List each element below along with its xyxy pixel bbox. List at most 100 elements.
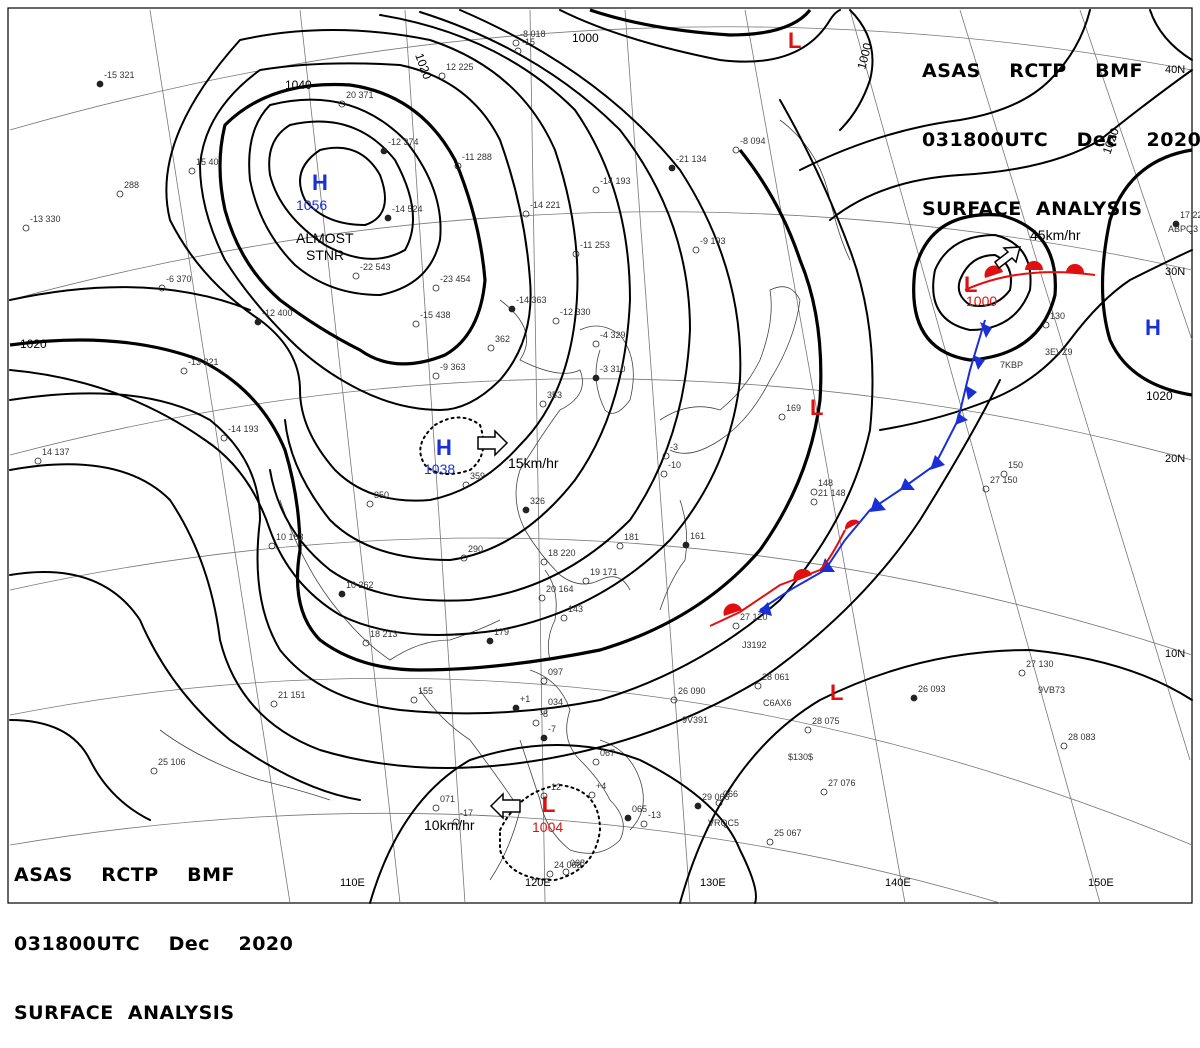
station-model-icon — [338, 100, 346, 108]
station-model-icon — [668, 164, 676, 172]
station-report: 350 — [374, 490, 389, 500]
station-report: 353 — [547, 390, 562, 400]
isobar-label: 1040 — [285, 78, 312, 92]
station-model-icon — [338, 590, 346, 598]
station-report: 28 075 — [812, 716, 840, 726]
station-report: 143 — [568, 604, 583, 614]
ship-id: 3EVZ9 — [1045, 347, 1073, 357]
station-report: 150 — [1008, 460, 1023, 470]
ship-id: VRQC5 — [708, 818, 739, 828]
station-report: -12 — [548, 782, 561, 792]
station-model-icon — [254, 318, 262, 326]
station-model-icon — [532, 719, 540, 727]
low-letter-south: L — [830, 680, 843, 705]
station-model-icon — [512, 39, 520, 47]
ship-id: C6AX6 — [763, 698, 792, 708]
station-report: 067 — [600, 748, 615, 758]
station-report: 18 220 — [548, 548, 576, 558]
lon-label: 120E — [525, 877, 551, 889]
station-report: +1 — [520, 694, 530, 704]
station-report: 148 — [818, 478, 833, 488]
station-report: -3 310 — [600, 364, 626, 374]
station-report: 068 — [570, 858, 585, 868]
station-report: -6 370 — [166, 274, 192, 284]
motion-speed: 15km/hr — [508, 455, 559, 471]
station-model-icon — [410, 696, 418, 704]
station-report: 27 150 — [990, 475, 1018, 485]
station-report: 17 220 — [1180, 210, 1200, 220]
station-report: -23 454 — [440, 274, 471, 284]
station-model-icon — [715, 799, 723, 807]
high-letter-east: H — [1145, 315, 1161, 340]
station-report: -3 — [670, 442, 678, 452]
station-report: 21 151 — [278, 690, 306, 700]
station-model-icon — [910, 694, 918, 702]
station-model-icon — [754, 682, 762, 690]
isobar-label: 1000 — [572, 31, 599, 45]
high-letter: H — [436, 435, 452, 460]
motion-arrow-icon — [477, 429, 509, 457]
station-report: 071 — [440, 794, 455, 804]
header-line-1: ASAS RCTP BMF — [14, 864, 236, 886]
station-model-icon — [438, 72, 446, 80]
station-model-icon — [454, 162, 462, 170]
station-model-icon — [362, 639, 370, 647]
isobar-1020-main — [9, 149, 823, 672]
station-model-icon — [810, 488, 818, 496]
station-model-icon — [546, 870, 554, 878]
station-model-icon — [270, 700, 278, 708]
station-report: 359 — [470, 471, 485, 481]
station-report: 155 — [418, 686, 433, 696]
station-report: -7 — [548, 724, 556, 734]
station-report: -14 363 — [516, 295, 547, 305]
high-letter: H — [312, 170, 328, 195]
surface-analysis-map: H 1056 ALMOST STNR H 1038 15km/hr L 1004… — [7, 7, 1200, 904]
station-model-icon — [538, 594, 546, 602]
station-model-icon — [432, 284, 440, 292]
station-report: 290 — [468, 544, 483, 554]
station-report: -15 438 — [420, 310, 451, 320]
station-model-icon — [670, 696, 678, 704]
station-model-icon — [582, 577, 590, 585]
station-report: 27 130 — [1026, 659, 1054, 669]
graticule-labels: 40N 30N 20N 10N 110E 120E 130E 140E 150E — [340, 64, 1185, 889]
station-model-icon — [116, 190, 124, 198]
station-reports: -15 321 15 40 288 -13 330 -6 370 -12 400 -13 2… — [22, 29, 1200, 878]
station-model-icon — [34, 457, 42, 465]
station-model-icon — [540, 734, 548, 742]
station-model-icon — [512, 704, 520, 712]
station-report: 130 — [1050, 311, 1065, 321]
station-model-icon — [540, 677, 548, 685]
high-1056: H 1056 ALMOST STNR — [296, 170, 354, 263]
station-model-icon — [462, 481, 470, 489]
station-report: -9 363 — [440, 362, 466, 372]
isobar-1020-east — [1100, 148, 1193, 397]
station-model-icon — [1018, 669, 1026, 677]
station-model-icon — [552, 317, 560, 325]
isobars — [9, 8, 1193, 904]
station-model-icon — [592, 374, 600, 382]
low-1000: L 1000 45km/hr — [964, 227, 1081, 309]
high-1038: H 1038 15km/hr — [424, 429, 559, 477]
header-line-2: 031800UTC Dec 2020 — [14, 933, 294, 955]
station-model-icon — [522, 506, 530, 514]
station-model-icon — [624, 814, 632, 822]
station-model-icon — [982, 485, 990, 493]
station-report: -12 400 — [262, 308, 293, 318]
station-model-icon — [180, 367, 188, 375]
isobar-label: 1000 — [854, 41, 875, 71]
station-report: -13 221 — [188, 357, 219, 367]
station-report: 26 093 — [918, 684, 946, 694]
station-model-icon — [366, 500, 374, 508]
station-model-icon — [616, 542, 624, 550]
station-report: 10 163 — [276, 532, 304, 542]
station-report: -14 193 — [600, 176, 631, 186]
station-report: -8 018 — [520, 29, 546, 39]
station-report: 29 066 — [702, 792, 730, 802]
station-model-icon — [539, 400, 547, 408]
station-report: -14 221 — [530, 200, 561, 210]
high-pressure: 1056 — [296, 197, 327, 213]
station-model-icon — [486, 637, 494, 645]
station-model-icon — [220, 434, 228, 442]
station-model-icon — [810, 498, 818, 506]
